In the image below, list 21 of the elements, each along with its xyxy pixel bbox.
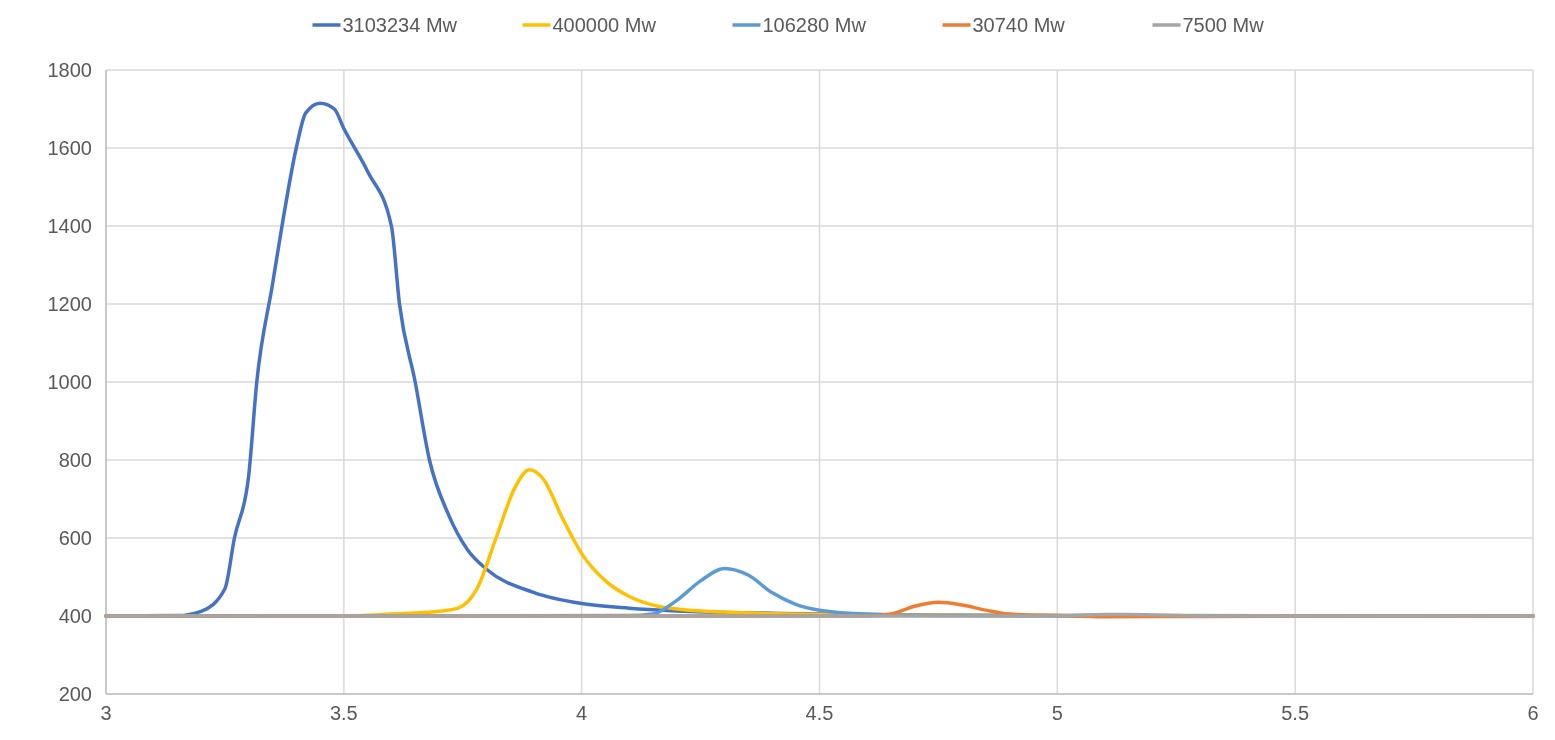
y-tick-label: 800	[58, 449, 92, 471]
legend-label: 106280 Mw	[762, 14, 867, 36]
y-tick-label: 1600	[47, 137, 92, 159]
y-tick-label: 200	[58, 683, 92, 705]
legend-label: 30740 Mw	[972, 14, 1066, 36]
y-tick-label: 1000	[47, 371, 92, 393]
x-tick-label: 5	[1051, 702, 1063, 724]
y-tick-label: 400	[58, 605, 92, 627]
x-tick-label: 5.5	[1281, 702, 1310, 724]
x-tick-label: 6	[1527, 702, 1539, 724]
legend-label: 3103234 Mw	[342, 14, 458, 36]
y-tick-label: 1200	[47, 293, 92, 315]
x-tick-label: 3.5	[329, 702, 358, 724]
y-tick-label: 1800	[47, 59, 92, 81]
legend-label: 7500 Mw	[1182, 14, 1265, 36]
x-tick-label: 4.5	[805, 702, 834, 724]
x-tick-label: 3	[100, 702, 112, 724]
y-tick-label: 600	[58, 527, 92, 549]
x-tick-label: 4	[576, 702, 588, 724]
legend-label: 400000 Mw	[552, 14, 657, 36]
y-tick-label: 1400	[47, 215, 92, 237]
